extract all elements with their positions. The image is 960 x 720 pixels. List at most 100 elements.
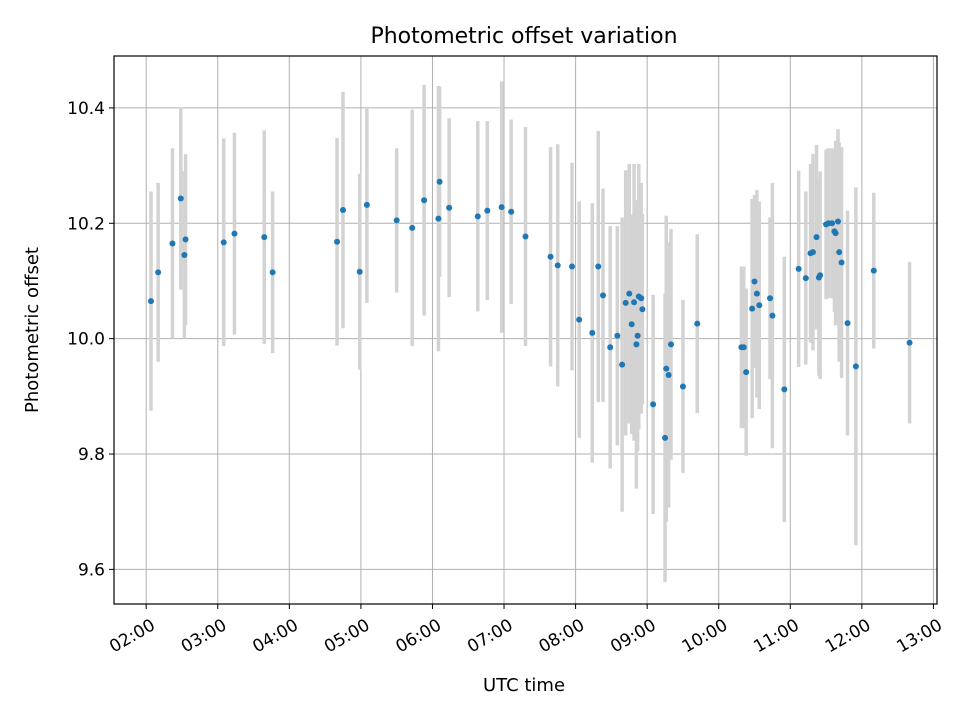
data-point — [169, 240, 176, 247]
data-point — [844, 320, 851, 327]
data-point — [622, 299, 629, 306]
data-point — [436, 178, 443, 185]
data-point — [679, 383, 686, 390]
x-tick-label: 10:00 — [679, 615, 731, 657]
data-point — [631, 299, 638, 306]
error-bars — [149, 81, 912, 583]
data-point — [155, 269, 162, 276]
data-point — [363, 201, 370, 208]
data-point — [836, 249, 843, 256]
data-point — [177, 195, 184, 202]
data-point — [356, 268, 363, 275]
data-point — [269, 269, 276, 276]
data-point — [802, 275, 809, 282]
data-point — [600, 292, 607, 299]
data-point — [619, 361, 626, 368]
data-point — [832, 230, 839, 237]
data-point — [589, 329, 596, 336]
data-point — [220, 239, 227, 246]
data-point — [409, 224, 416, 231]
x-tick-label: 02:00 — [106, 615, 158, 657]
x-tick-label: 06:00 — [393, 615, 445, 657]
grid — [114, 56, 937, 604]
y-tick-label: 9.6 — [78, 560, 105, 580]
data-point — [508, 208, 515, 215]
x-tick-label: 11:00 — [750, 615, 802, 657]
x-tick-label: 07:00 — [464, 615, 516, 657]
data-point — [639, 306, 646, 313]
data-point — [626, 290, 633, 297]
y-tick-label: 9.8 — [78, 445, 105, 465]
data-point — [334, 238, 341, 245]
data-point — [628, 321, 635, 328]
data-point — [393, 217, 400, 224]
y-axis-label: Photometric offset — [22, 247, 43, 413]
data-points — [147, 178, 913, 441]
y-tick-label: 10.4 — [67, 99, 105, 119]
data-point — [181, 252, 188, 259]
data-point — [484, 207, 491, 214]
data-point — [781, 386, 788, 393]
data-point — [522, 233, 529, 240]
data-point — [638, 295, 645, 302]
data-point — [906, 339, 913, 346]
x-tick-label: 03:00 — [178, 615, 230, 657]
x-tick-label: 09:00 — [607, 615, 659, 657]
data-point — [769, 312, 776, 319]
x-tick-label: 13:00 — [893, 615, 945, 657]
data-point — [694, 320, 701, 327]
x-tick-label: 12:00 — [822, 615, 874, 657]
data-point — [870, 267, 877, 274]
data-point — [663, 365, 670, 372]
data-point — [231, 230, 238, 237]
x-axis-label: UTC time — [483, 675, 565, 696]
y-axis-ticks: 9.6 9.8 10.0 10.2 10.4 — [67, 99, 114, 580]
data-point — [835, 218, 842, 225]
data-point — [767, 295, 774, 302]
data-point — [751, 278, 758, 285]
chart-title: Photometric offset variation — [370, 24, 677, 49]
data-point — [662, 434, 669, 441]
data-point — [435, 215, 442, 222]
y-tick-label: 10.0 — [67, 330, 105, 350]
data-point — [817, 272, 824, 279]
y-tick-label: 10.2 — [67, 214, 105, 234]
data-point — [554, 262, 561, 269]
data-point — [665, 371, 672, 378]
data-point — [607, 344, 614, 351]
data-point — [576, 316, 583, 323]
data-point — [809, 249, 816, 256]
data-point — [595, 263, 602, 270]
data-point — [614, 332, 621, 339]
data-point — [421, 197, 428, 204]
data-point — [749, 305, 756, 312]
data-point — [668, 341, 675, 348]
data-point — [569, 263, 576, 270]
data-point — [147, 298, 154, 305]
data-point — [498, 204, 505, 211]
data-point — [753, 290, 760, 297]
data-point — [547, 253, 554, 260]
x-tick-label: 05:00 — [321, 615, 373, 657]
data-point — [650, 401, 657, 408]
data-point — [474, 213, 481, 220]
data-point — [795, 265, 802, 272]
x-axis-ticks: 02:00 03:00 04:00 05:00 06:00 07:00 08:00 09:00… — [106, 604, 946, 657]
data-point — [740, 344, 747, 351]
data-point — [838, 259, 845, 266]
data-point — [182, 236, 189, 243]
data-point — [340, 207, 347, 214]
plot-frame — [113, 55, 938, 605]
data-point — [634, 332, 641, 339]
data-point — [633, 341, 640, 348]
data-point — [743, 369, 750, 376]
data-point — [446, 204, 453, 211]
data-point — [852, 363, 859, 370]
data-point — [756, 302, 763, 309]
data-point — [261, 234, 268, 241]
data-point — [813, 234, 820, 241]
data-point — [829, 220, 836, 227]
x-tick-label: 08:00 — [536, 615, 588, 657]
x-tick-label: 04:00 — [249, 615, 301, 657]
